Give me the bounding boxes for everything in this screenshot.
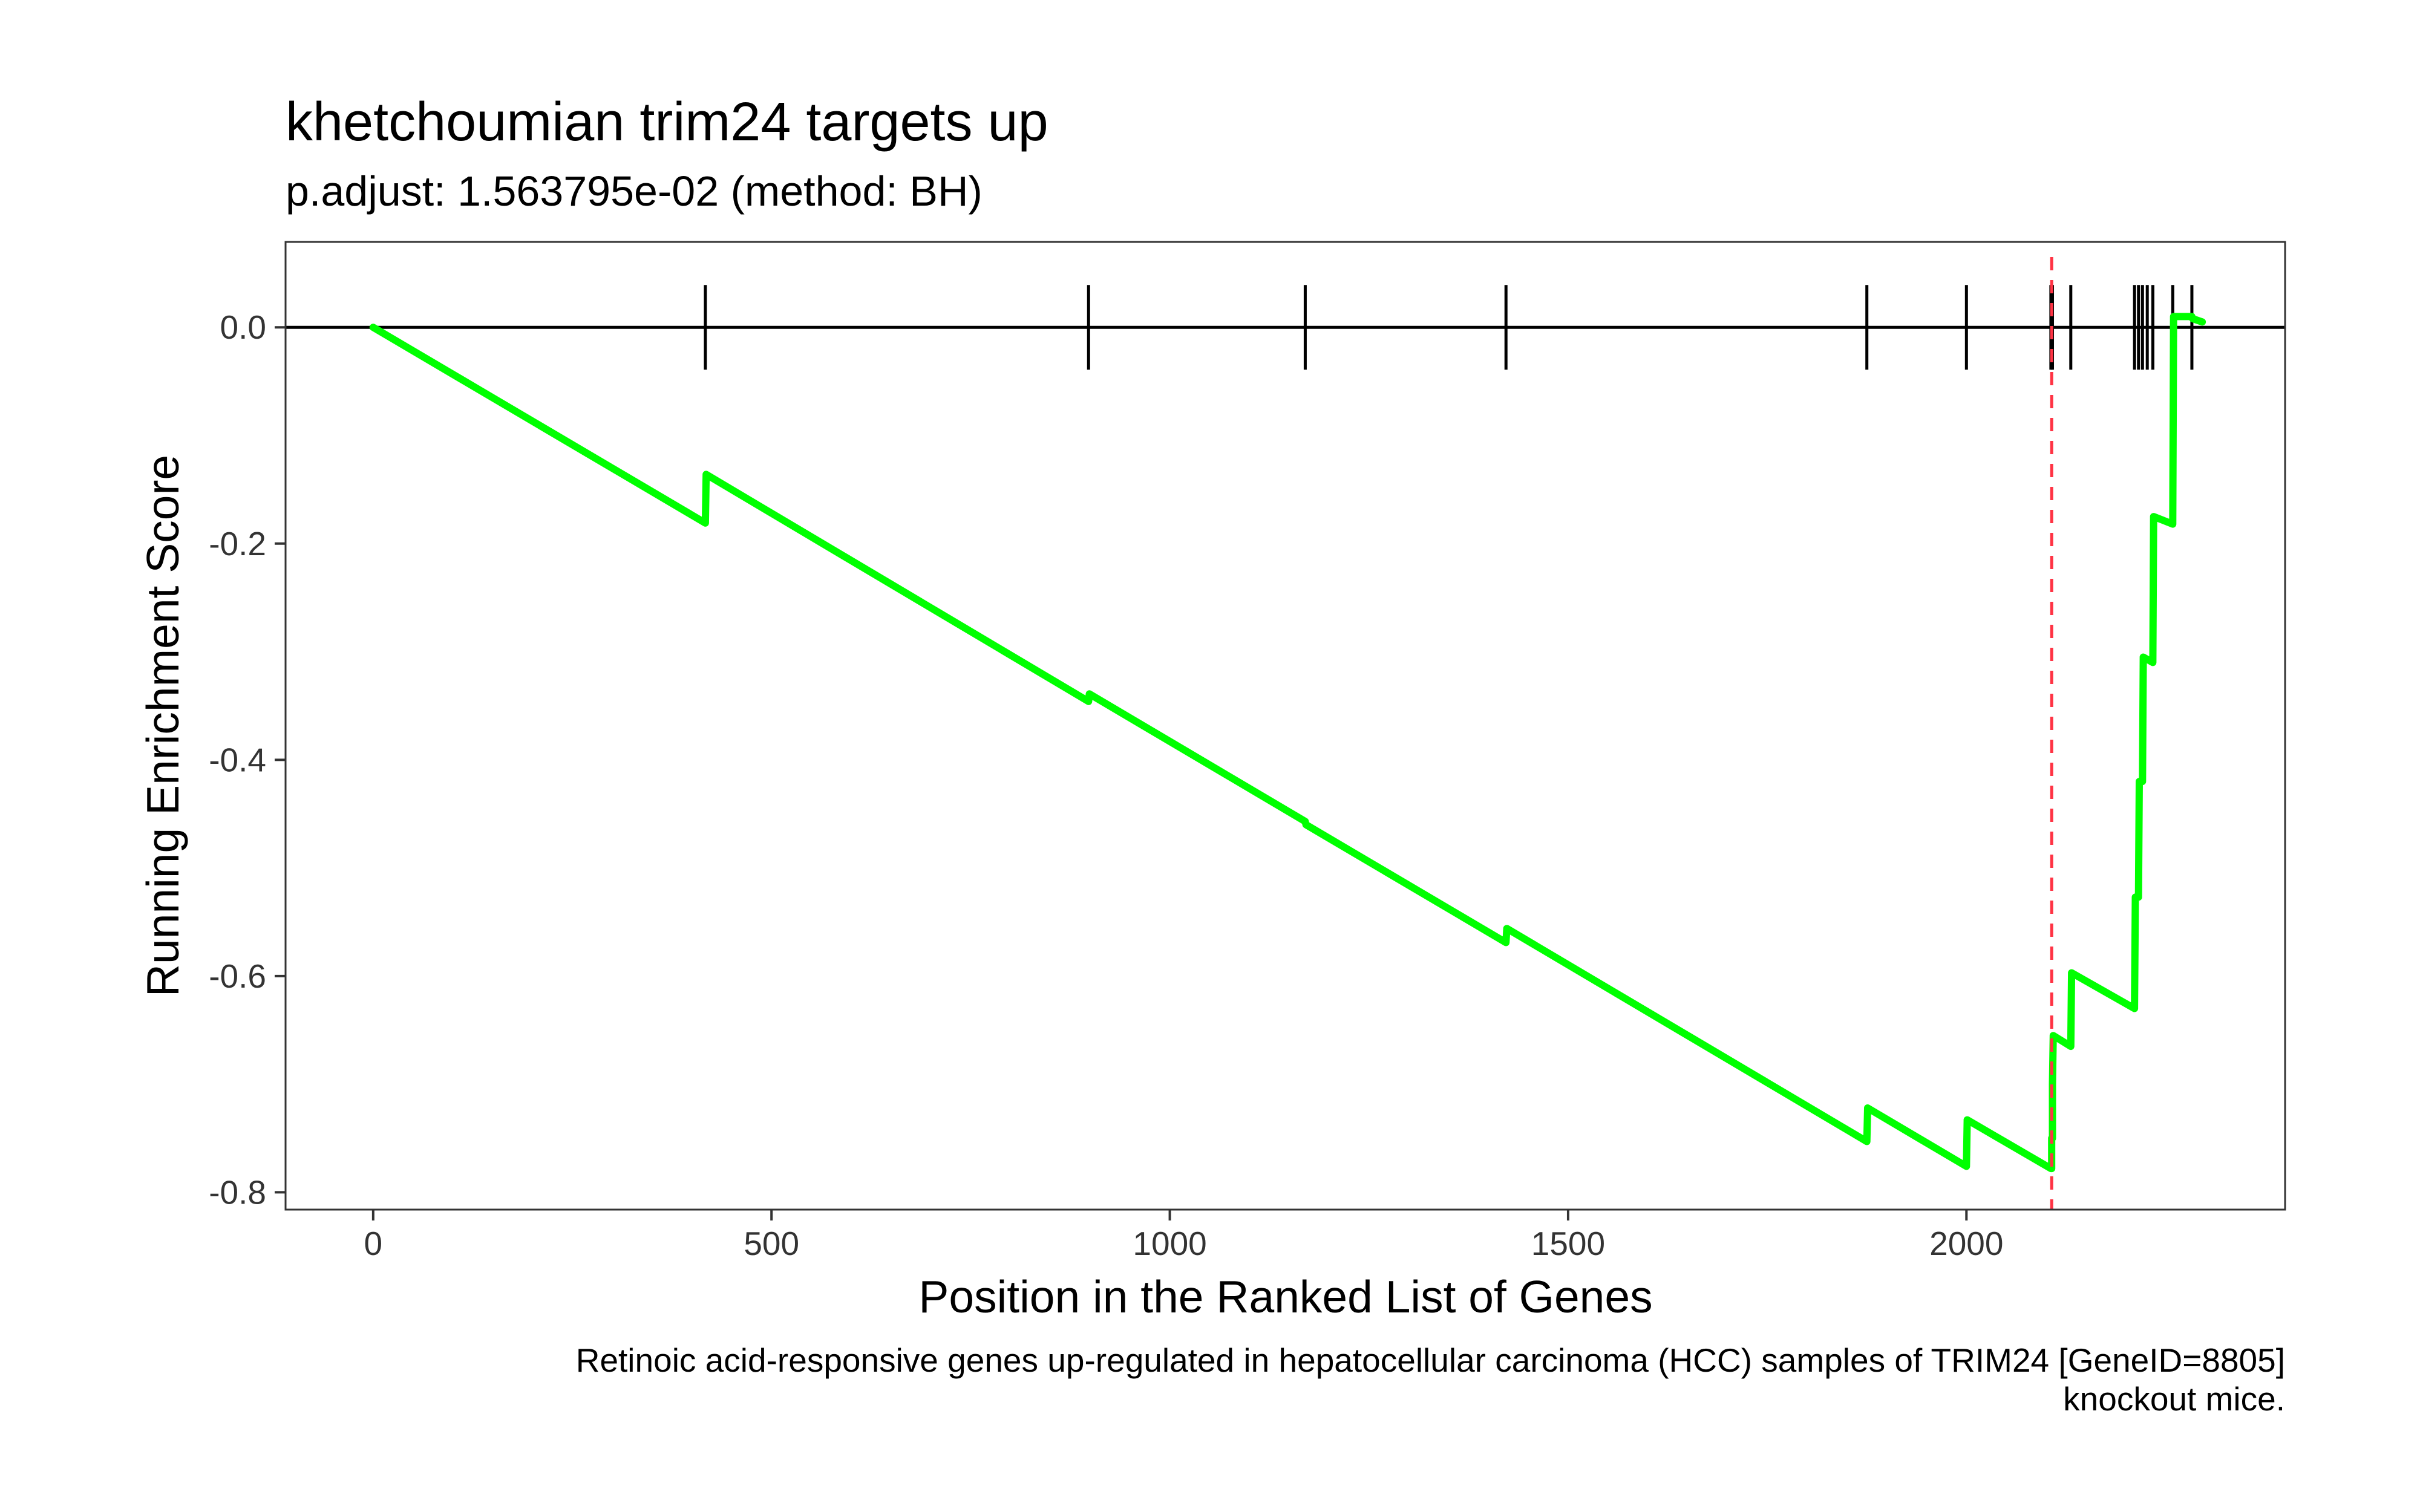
y-tick-label: -0.4 (209, 741, 266, 778)
chart-subtitle: p.adjust: 1.563795e-02 (method: BH) (286, 168, 983, 215)
x-tick-label: 500 (744, 1225, 799, 1262)
x-tick-label: 2000 (1929, 1225, 2003, 1262)
chart-title: khetchoumian trim24 targets up (286, 92, 1048, 152)
y-axis-title: Running Enrichment Score (137, 455, 188, 997)
caption-line-1: Retinoic acid-responsive genes up-regula… (576, 1341, 2285, 1379)
y-tick-label: -0.2 (209, 525, 266, 562)
running-score-line (369, 313, 2206, 1173)
x-tick-label: 1000 (1133, 1225, 1206, 1262)
x-tick-label: 0 (364, 1225, 383, 1262)
x-axis: 0 500 1000 1500 2000 (364, 1210, 2003, 1262)
x-tick-label: 1500 (1531, 1225, 1605, 1262)
plot-area (286, 257, 2285, 1210)
caption-line-2: knockout mice. (2063, 1380, 2285, 1418)
y-tick-label: -0.8 (209, 1173, 266, 1211)
plot-panel-border (284, 241, 2286, 1211)
y-tick-label: -0.6 (209, 957, 266, 995)
y-tick-label: 0.0 (220, 308, 266, 346)
y-axis: 0.0 -0.2 -0.4 -0.6 -0.8 (209, 308, 286, 1211)
x-axis-title: Position in the Ranked List of Genes (918, 1271, 1652, 1322)
